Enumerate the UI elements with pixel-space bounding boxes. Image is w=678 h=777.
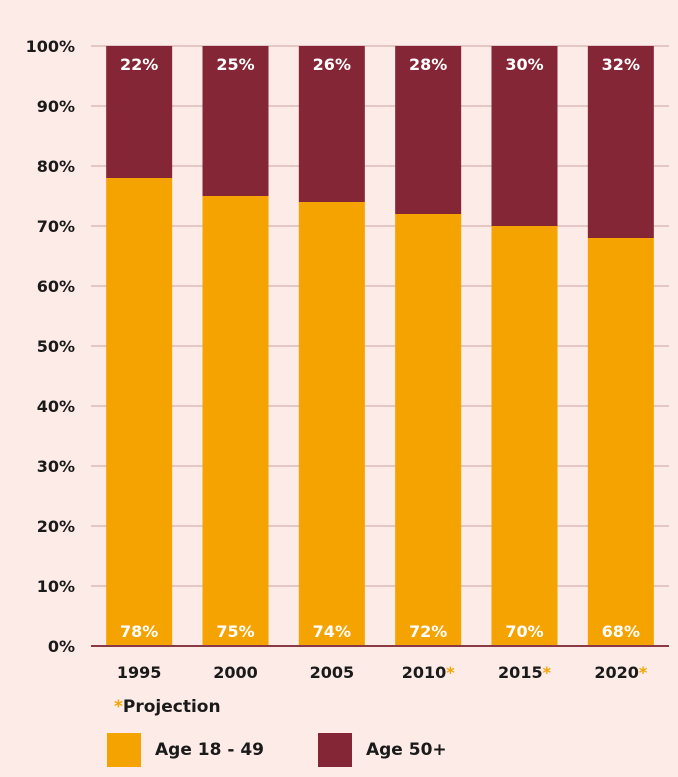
x-tick-label: 1995 <box>117 663 162 682</box>
data-label: 72% <box>409 622 447 641</box>
legend: Age 18 - 49 Age 50+ <box>107 733 447 767</box>
projection-note: *Projection <box>114 697 221 717</box>
data-label: 25% <box>216 55 254 74</box>
bar-age-50-plus <box>202 46 269 196</box>
data-label: 78% <box>120 622 158 641</box>
data-label: 30% <box>505 55 543 74</box>
y-tick-label: 20% <box>37 517 75 536</box>
legend-item-age-18-49: Age 18 - 49 <box>107 733 264 767</box>
bar-age-18-49 <box>106 178 173 646</box>
projection-marker: * <box>446 663 455 682</box>
x-tick-label: 2015* <box>498 663 552 682</box>
y-tick-label: 0% <box>48 637 75 656</box>
legend-label-age-18-49: Age 18 - 49 <box>155 740 264 760</box>
projection-marker: * <box>543 663 552 682</box>
bar-age-50-plus <box>491 46 558 226</box>
bar-age-18-49 <box>298 202 365 646</box>
bar-age-50-plus <box>298 46 365 202</box>
data-label: 32% <box>602 55 640 74</box>
data-label: 70% <box>505 622 543 641</box>
bar-age-18-49 <box>202 196 269 646</box>
chart-plot: 0% 10% 20% 30% 40% 50% 60% 70% 80% 90% 100% 78% 22% 1… <box>26 37 669 682</box>
y-tick-label: 70% <box>37 217 75 236</box>
y-tick-label: 40% <box>37 397 75 416</box>
bar-age-18-49 <box>587 238 654 646</box>
data-label: 68% <box>602 622 640 641</box>
bar-age-50-plus <box>106 46 173 178</box>
legend-item-age-50-plus: Age 50+ <box>317 733 447 767</box>
y-tick-label: 50% <box>37 337 75 356</box>
x-tick-label: 2020* <box>594 663 648 682</box>
data-label: 74% <box>313 622 351 641</box>
legend-swatch-age-50-plus <box>317 733 352 767</box>
data-label: 28% <box>409 55 447 74</box>
y-tick-label: 80% <box>37 157 75 176</box>
legend-swatch-age-18-49 <box>107 733 141 767</box>
y-tick-label: 60% <box>37 277 75 296</box>
projection-note-text: Projection <box>122 697 221 717</box>
x-tick-label: 2010* <box>402 663 456 682</box>
y-tick-label: 10% <box>37 577 75 596</box>
data-label: 75% <box>216 622 254 641</box>
projection-marker: * <box>639 663 648 682</box>
bar-age-50-plus <box>587 46 654 238</box>
bar-age-18-49 <box>491 226 558 646</box>
x-tick-label: 2005 <box>310 663 355 682</box>
data-label: 26% <box>313 55 351 74</box>
bar-age-18-49 <box>395 214 462 646</box>
data-label: 22% <box>120 55 158 74</box>
y-tick-label: 90% <box>37 97 75 116</box>
legend-label-age-50-plus: Age 50+ <box>365 740 447 760</box>
projection-marker: * <box>114 697 123 717</box>
y-tick-label: 30% <box>37 457 75 476</box>
x-tick-label: 2000 <box>213 663 258 682</box>
bar-age-50-plus <box>395 46 462 214</box>
y-tick-label: 100% <box>26 37 75 56</box>
